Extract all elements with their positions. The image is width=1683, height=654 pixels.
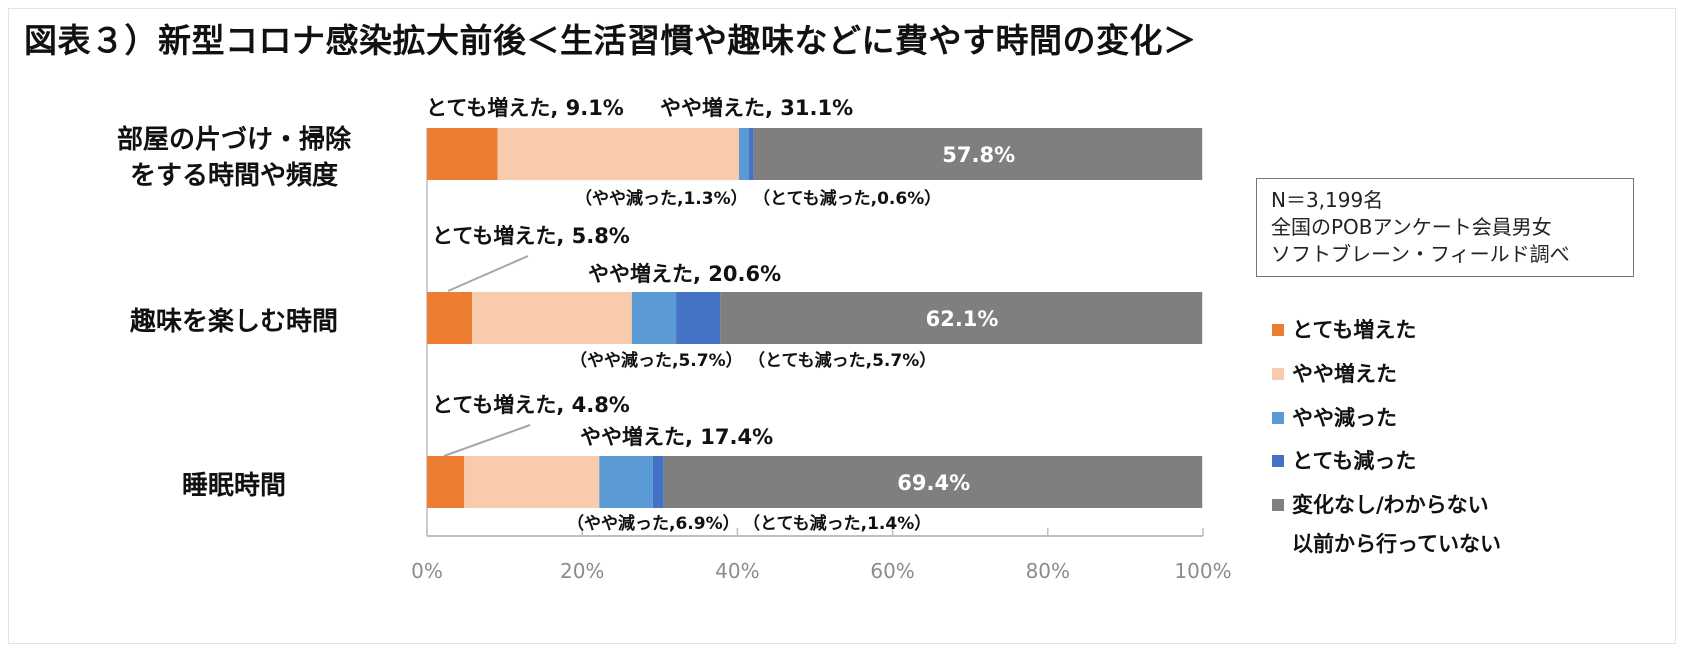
legend-label: 変化なし/わからない	[1292, 493, 1489, 517]
legend-swatch	[1272, 368, 1284, 380]
data-label-top: とても増えた, 5.8%	[432, 224, 630, 248]
bar-segment-1-1	[472, 292, 632, 344]
data-label-bottom: （やや減った,6.9%）	[567, 513, 740, 534]
leader-line	[447, 255, 529, 292]
chart-title: 図表３）新型コロナ感染拡大前後＜生活習慣や趣味などに費やす時間の変化＞	[24, 21, 1197, 60]
bar-segment-2-4	[663, 456, 1203, 508]
legend-label: やや増えた	[1292, 362, 1397, 386]
bar-segment-0-2	[738, 128, 750, 180]
category-label: 部屋の片づけ・掃除 をする時間や頻度	[116, 125, 351, 191]
bar-segment-2-0	[427, 456, 465, 508]
chart-frame	[8, 8, 1676, 644]
bar-segment-1-3	[676, 292, 721, 344]
x-tick-label: 0%	[411, 559, 443, 583]
bar-segment-1-0	[427, 292, 473, 344]
legend-item-no-change: 変化なし/わからない	[1272, 489, 1489, 519]
legend-item-slightly-decreased: やや減った	[1272, 402, 1397, 432]
bar-segment-2-1	[464, 456, 600, 508]
category-label: 睡眠時間	[181, 471, 286, 501]
category-label: 趣味を楽しむ時間	[129, 307, 338, 337]
data-label-top: やや増えた, 17.4%	[580, 425, 773, 449]
data-label-bottom: （とても減った,1.4%）	[743, 513, 931, 534]
bar-segment-0-0	[427, 128, 498, 180]
note-line-2: 全国のPOBアンケート会員男女	[1271, 215, 1552, 239]
data-label-bottom: （やや減った,1.3%）	[575, 188, 748, 209]
legend-label: とても減った	[1292, 449, 1417, 473]
legend-label-extra-line: 以前から行っていない	[1292, 532, 1501, 556]
bar-segment-0-1	[497, 128, 739, 180]
x-tick-label: 40%	[715, 559, 759, 583]
x-tick-label: 100%	[1174, 559, 1231, 583]
bar-segment-0-4	[753, 128, 1203, 180]
x-tick-label: 20%	[560, 559, 604, 583]
bar-segment-0-3	[749, 128, 754, 180]
data-label-bottom: （とても減った,5.7%）	[748, 350, 936, 371]
data-label-bottom: （やや減った,5.7%）	[570, 350, 743, 371]
x-tick-label: 60%	[870, 559, 914, 583]
legend-swatch	[1272, 412, 1284, 424]
legend-swatch	[1272, 499, 1284, 511]
legend-item-slightly-increased: やや増えた	[1272, 358, 1397, 388]
data-label-top: とても増えた, 9.1%	[426, 96, 624, 120]
data-label-bottom: （とても減った,0.6%）	[753, 188, 941, 209]
data-label-inside: 57.8%	[942, 143, 1015, 167]
data-label-inside: 69.4%	[897, 471, 970, 495]
legend-swatch	[1272, 324, 1284, 336]
survey-note-box: N＝3,199名 全国のPOBアンケート会員男女 ソフトブレーン・フィールド調べ	[1256, 178, 1634, 277]
bar-segment-2-3	[652, 456, 664, 508]
legend-label: やや減った	[1292, 406, 1397, 430]
legend-item-very-increased: とても増えた	[1272, 314, 1416, 344]
legend-swatch	[1272, 455, 1284, 467]
x-tick-label: 80%	[1026, 559, 1070, 583]
data-label-top: やや増えた, 31.1%	[660, 96, 853, 120]
legend-label: とても増えた	[1292, 318, 1417, 342]
note-line-3: ソフトブレーン・フィールド調べ	[1271, 242, 1570, 266]
legend-item-very-decreased: とても減った	[1272, 445, 1416, 475]
bar-segment-1-2	[631, 292, 677, 344]
data-label-top: とても増えた, 4.8%	[432, 393, 630, 417]
data-label-inside: 62.1%	[926, 307, 999, 331]
bar-segment-2-2	[599, 456, 653, 508]
data-label-top: やや増えた, 20.6%	[588, 262, 781, 286]
note-line-1: N＝3,199名	[1271, 188, 1384, 212]
bar-segment-1-4	[720, 292, 1203, 344]
leader-line	[443, 424, 531, 457]
